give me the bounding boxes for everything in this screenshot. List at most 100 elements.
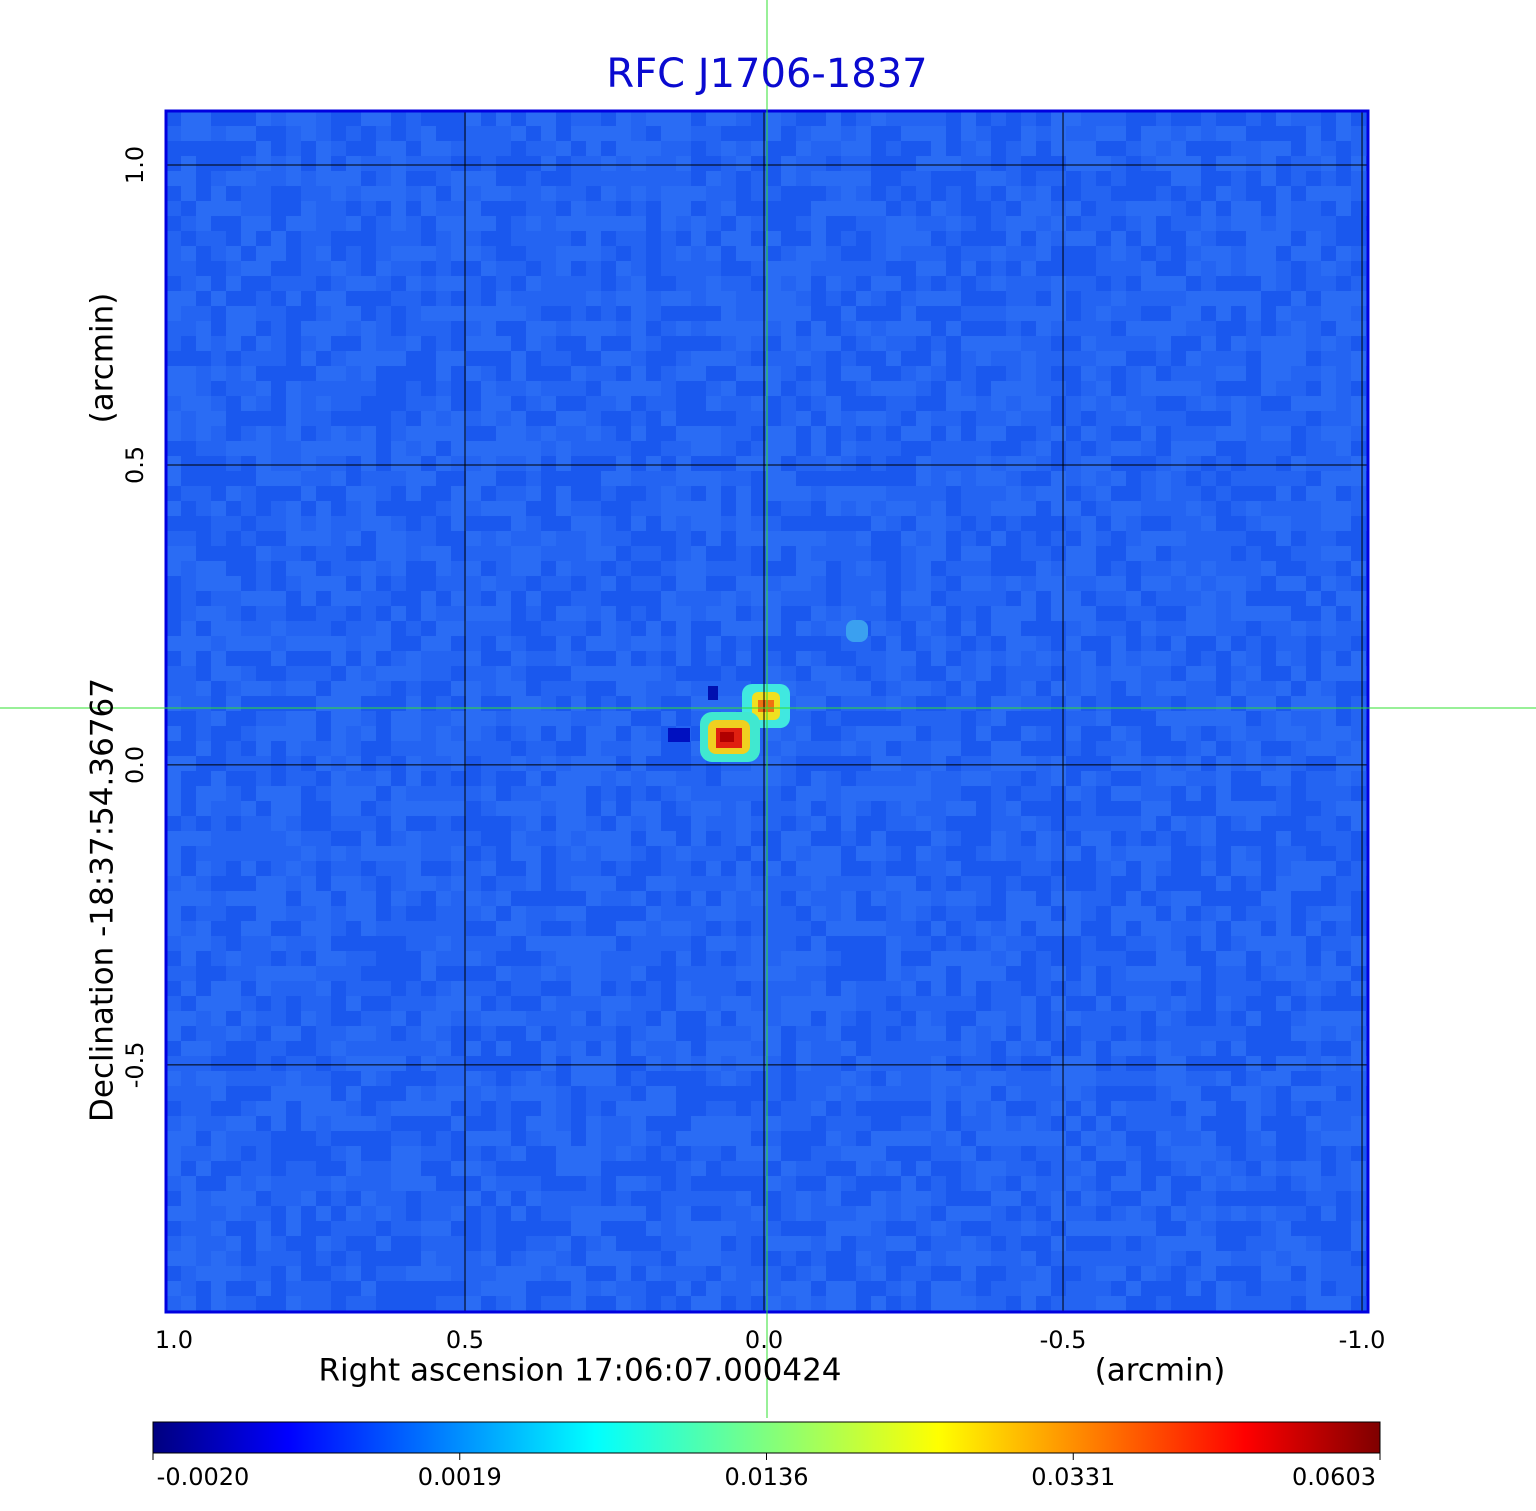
- noise-cell: [451, 111, 466, 126]
- noise-cell: [466, 651, 481, 666]
- noise-cell: [661, 366, 676, 381]
- noise-cell: [241, 471, 256, 486]
- noise-cell: [916, 861, 931, 876]
- noise-cell: [571, 246, 586, 261]
- noise-cell: [841, 306, 856, 321]
- noise-cell: [706, 786, 721, 801]
- noise-cell: [436, 876, 451, 891]
- noise-cell: [721, 936, 736, 951]
- noise-cell: [391, 321, 406, 336]
- noise-cell: [901, 576, 916, 591]
- noise-cell: [1201, 336, 1216, 351]
- noise-cell: [256, 606, 271, 621]
- noise-cell: [991, 156, 1006, 171]
- noise-cell: [946, 816, 961, 831]
- noise-cell: [1291, 876, 1306, 891]
- noise-cell: [1081, 471, 1096, 486]
- noise-cell: [946, 126, 961, 141]
- noise-cell: [661, 441, 676, 456]
- noise-cell: [676, 786, 691, 801]
- noise-cell: [1246, 981, 1261, 996]
- noise-cell: [916, 486, 931, 501]
- noise-cell: [196, 576, 211, 591]
- noise-cell: [256, 756, 271, 771]
- noise-cell: [886, 831, 901, 846]
- noise-cell: [871, 381, 886, 396]
- noise-cell: [1156, 246, 1171, 261]
- noise-cell: [946, 801, 961, 816]
- noise-cell: [241, 951, 256, 966]
- noise-cell: [1006, 906, 1021, 921]
- noise-cell: [301, 861, 316, 876]
- noise-cell: [1036, 186, 1051, 201]
- noise-cell: [481, 951, 496, 966]
- noise-cell: [256, 876, 271, 891]
- noise-cell: [706, 831, 721, 846]
- noise-cell: [1186, 816, 1201, 831]
- noise-cell: [1336, 516, 1351, 531]
- noise-cell: [1096, 441, 1111, 456]
- noise-cell: [826, 486, 841, 501]
- noise-cell: [1216, 876, 1231, 891]
- noise-cell: [1081, 696, 1096, 711]
- noise-cell: [1156, 831, 1171, 846]
- noise-cell: [631, 576, 646, 591]
- noise-cell: [346, 141, 361, 156]
- noise-cell: [436, 801, 451, 816]
- noise-cell: [406, 606, 421, 621]
- noise-cell: [451, 906, 466, 921]
- noise-cell: [1351, 231, 1366, 246]
- noise-cell: [1021, 876, 1036, 891]
- noise-cell: [1231, 246, 1246, 261]
- noise-cell: [571, 966, 586, 981]
- noise-cell: [661, 636, 676, 651]
- noise-cell: [721, 966, 736, 981]
- noise-cell: [1036, 636, 1051, 651]
- noise-cell: [406, 411, 421, 426]
- noise-cell: [181, 321, 196, 336]
- noise-cell: [661, 186, 676, 201]
- noise-cell: [166, 246, 181, 261]
- noise-cell: [991, 846, 1006, 861]
- noise-cell: [751, 126, 766, 141]
- noise-cell: [796, 156, 811, 171]
- noise-cell: [511, 786, 526, 801]
- noise-cell: [406, 966, 421, 981]
- noise-cell: [1351, 786, 1366, 801]
- noise-cell: [916, 366, 931, 381]
- noise-cell: [1186, 921, 1201, 936]
- noise-cell: [1291, 921, 1306, 936]
- noise-cell: [391, 351, 406, 366]
- noise-cell: [1231, 846, 1246, 861]
- noise-cell: [271, 921, 286, 936]
- noise-cell: [466, 501, 481, 516]
- noise-cell: [466, 606, 481, 621]
- noise-cell: [856, 756, 871, 771]
- noise-cell: [181, 291, 196, 306]
- noise-cell: [616, 186, 631, 201]
- noise-cell: [391, 231, 406, 246]
- noise-cell: [721, 801, 736, 816]
- noise-cell: [1276, 966, 1291, 981]
- noise-cell: [661, 306, 676, 321]
- noise-cell: [1216, 471, 1231, 486]
- noise-cell: [961, 531, 976, 546]
- noise-cell: [166, 531, 181, 546]
- noise-cell: [1171, 381, 1186, 396]
- noise-cell: [1186, 216, 1201, 231]
- noise-cell: [631, 711, 646, 726]
- noise-cell: [301, 561, 316, 576]
- noise-cell: [976, 336, 991, 351]
- noise-cell: [1351, 936, 1366, 951]
- noise-cell: [721, 786, 736, 801]
- noise-cell: [196, 441, 211, 456]
- noise-cell: [796, 756, 811, 771]
- noise-cell: [571, 336, 586, 351]
- noise-cell: [991, 426, 1006, 441]
- noise-cell: [781, 126, 796, 141]
- noise-cell: [286, 321, 301, 336]
- noise-cell: [661, 966, 676, 981]
- noise-cell: [1216, 816, 1231, 831]
- noise-cell: [226, 471, 241, 486]
- noise-cell: [571, 861, 586, 876]
